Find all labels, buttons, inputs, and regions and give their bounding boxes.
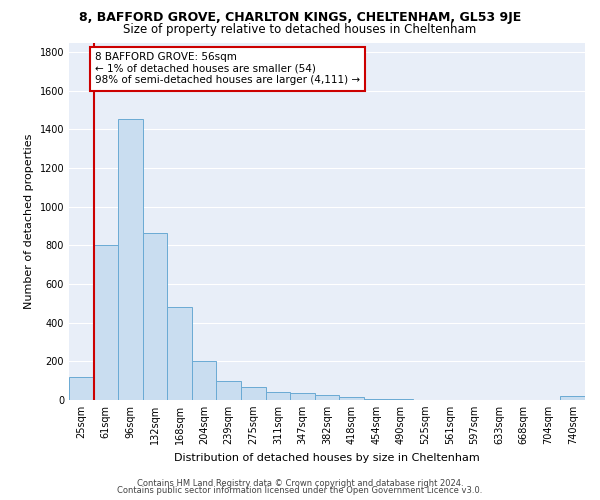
- Bar: [339, 397, 364, 400]
- Bar: [560, 396, 585, 400]
- Bar: [217, 380, 241, 400]
- Text: Contains HM Land Registry data © Crown copyright and database right 2024.: Contains HM Land Registry data © Crown c…: [137, 478, 463, 488]
- Bar: [290, 393, 315, 400]
- Text: Size of property relative to detached houses in Cheltenham: Size of property relative to detached ho…: [124, 22, 476, 36]
- Text: 8, BAFFORD GROVE, CHARLTON KINGS, CHELTENHAM, GL53 9JE: 8, BAFFORD GROVE, CHARLTON KINGS, CHELTE…: [79, 11, 521, 24]
- Bar: [118, 119, 143, 400]
- Bar: [266, 392, 290, 400]
- Text: Contains public sector information licensed under the Open Government Licence v3: Contains public sector information licen…: [118, 486, 482, 495]
- Bar: [364, 399, 388, 400]
- Text: 8 BAFFORD GROVE: 56sqm
← 1% of detached houses are smaller (54)
98% of semi-deta: 8 BAFFORD GROVE: 56sqm ← 1% of detached …: [95, 52, 360, 86]
- Bar: [315, 394, 339, 400]
- Bar: [192, 362, 217, 400]
- Bar: [94, 246, 118, 400]
- Y-axis label: Number of detached properties: Number of detached properties: [24, 134, 34, 309]
- Bar: [143, 233, 167, 400]
- Bar: [69, 377, 94, 400]
- X-axis label: Distribution of detached houses by size in Cheltenham: Distribution of detached houses by size …: [174, 452, 480, 462]
- Bar: [167, 307, 192, 400]
- Bar: [241, 388, 266, 400]
